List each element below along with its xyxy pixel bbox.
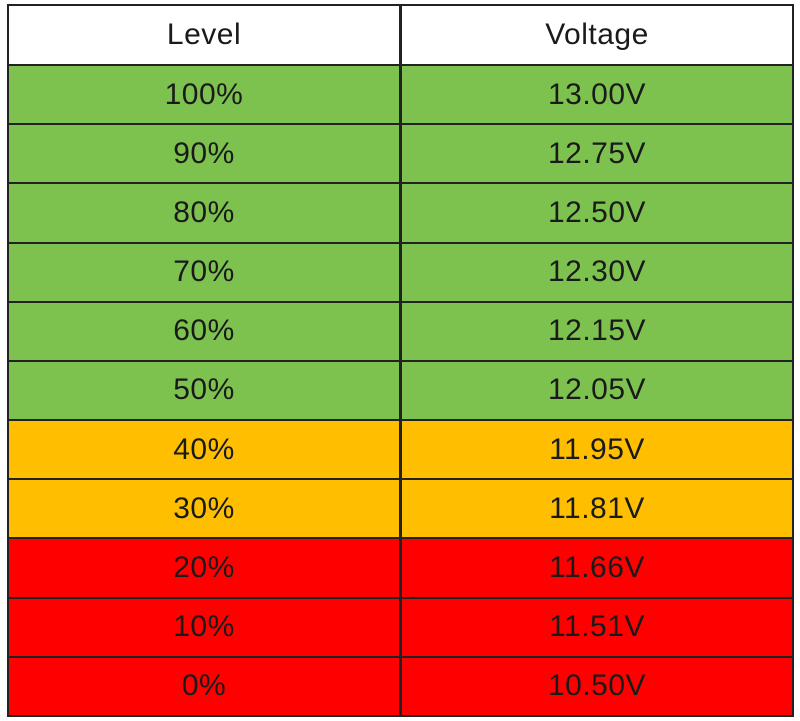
level-column-header: Level [9, 6, 402, 66]
level-cell: 60% [9, 300, 402, 362]
voltage-cell: 12.75V [399, 123, 792, 185]
voltage-cell: 13.00V [399, 63, 792, 126]
table-row: 100% 13.00V [9, 63, 792, 126]
voltage-level-table-container: Level Voltage 100% 13.00V 90% 12.75V 80%… [7, 4, 794, 717]
voltage-cell: 12.15V [399, 300, 792, 362]
level-cell: 40% [9, 419, 402, 481]
level-cell: 70% [9, 241, 402, 303]
voltage-cell: 12.50V [399, 182, 792, 244]
table-row: 50% 12.05V [9, 359, 792, 422]
table-row: 70% 12.30V [9, 241, 792, 303]
level-cell: 50% [9, 359, 402, 422]
level-cell: 100% [9, 63, 402, 126]
table-row: 30% 11.81V [9, 478, 792, 540]
table-header-row: Level Voltage [9, 6, 792, 66]
table-row: 90% 12.75V [9, 123, 792, 185]
voltage-column-header: Voltage [399, 6, 792, 66]
voltage-cell: 11.95V [399, 419, 792, 481]
level-cell: 20% [9, 537, 402, 599]
voltage-cell: 10.50V [399, 655, 792, 715]
voltage-cell: 12.05V [399, 359, 792, 422]
level-cell: 80% [9, 182, 402, 244]
voltage-cell: 11.66V [399, 537, 792, 599]
table-row: 0% 10.50V [9, 655, 792, 715]
battery-voltage-table: Level Voltage 100% 13.00V 90% 12.75V 80%… [9, 6, 792, 715]
level-cell: 30% [9, 478, 402, 540]
table-row: 80% 12.50V [9, 182, 792, 244]
voltage-cell: 11.81V [399, 478, 792, 540]
voltage-cell: 12.30V [399, 241, 792, 303]
level-cell: 90% [9, 123, 402, 185]
table-row: 40% 11.95V [9, 419, 792, 481]
voltage-cell: 11.51V [399, 596, 792, 658]
table-row: 20% 11.66V [9, 537, 792, 599]
level-cell: 10% [9, 596, 402, 658]
table-row: 60% 12.15V [9, 300, 792, 362]
table-row: 10% 11.51V [9, 596, 792, 658]
level-cell: 0% [9, 655, 402, 715]
